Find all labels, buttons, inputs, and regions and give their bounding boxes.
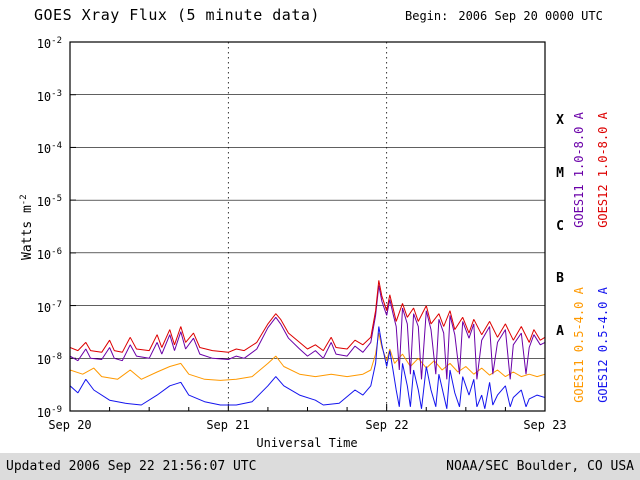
- flare-class-label-m: M: [556, 165, 564, 181]
- begin-timestamp: Begin: 2006 Sep 20 0000 UTC: [405, 9, 603, 23]
- flare-class-label-c: C: [556, 218, 564, 234]
- flare-class-label-x: X: [556, 113, 564, 129]
- series-line-goes11-0-5-4-0-a: [70, 332, 545, 381]
- series-line-goes12-0-5-4-0-a: [70, 326, 545, 409]
- x-axis-label: Universal Time: [256, 436, 358, 450]
- y-tick-label-10e-9: 10-9: [36, 405, 62, 420]
- y-tick-label-10e-2: 10-2: [36, 36, 62, 51]
- begin-label: Begin:: [405, 9, 449, 23]
- x-tick-sep23: Sep 23: [523, 418, 567, 432]
- y-axis-label-text: Watts m: [20, 205, 36, 260]
- series-line-goes12-1-0-8-0-a: [70, 280, 545, 353]
- flare-class-label-a: A: [556, 323, 564, 339]
- flare-class-label-b: B: [556, 271, 564, 287]
- y-tick-label-10e-6: 10-6: [36, 246, 62, 262]
- x-tick-sep20: Sep 20: [48, 418, 92, 432]
- footer-bar: Updated 2006 Sep 22 21:56:07 UTC NOAA/SE…: [0, 453, 640, 480]
- y-axis-label: Watts m-2: [19, 172, 35, 282]
- x-tick-sep21: Sep 21: [206, 418, 250, 432]
- series-line-goes11-1-0-8-0-a: [70, 285, 545, 380]
- y-tick-label-10e-3: 10-3: [36, 88, 62, 104]
- x-tick-sep22: Sep 22: [365, 418, 409, 432]
- legend-goes11-short: GOES11 0.5-4.0 A: [572, 287, 586, 403]
- page-title: GOES Xray Flux (5 minute data): [34, 6, 320, 24]
- y-axis-label-exponent: -2: [18, 194, 29, 206]
- y-tick-label-10e-7: 10-7: [36, 299, 62, 315]
- legend-goes12-long: GOES12 1.0-8.0 A: [596, 112, 610, 228]
- credit-text: NOAA/SEC Boulder, CO USA: [446, 459, 634, 474]
- y-tick-label-10e-8: 10-8: [36, 352, 62, 368]
- y-tick-label-10e-4: 10-4: [36, 141, 62, 157]
- legend-goes12-short: GOES12 0.5-4.0 A: [596, 287, 610, 403]
- begin-value: 2006 Sep 20 0000 UTC: [458, 9, 603, 23]
- y-tick-label-10e-5: 10-5: [36, 194, 62, 210]
- legend-goes11-long: GOES11 1.0-8.0 A: [572, 112, 586, 228]
- updated-timestamp: Updated 2006 Sep 22 21:56:07 UTC: [6, 459, 257, 474]
